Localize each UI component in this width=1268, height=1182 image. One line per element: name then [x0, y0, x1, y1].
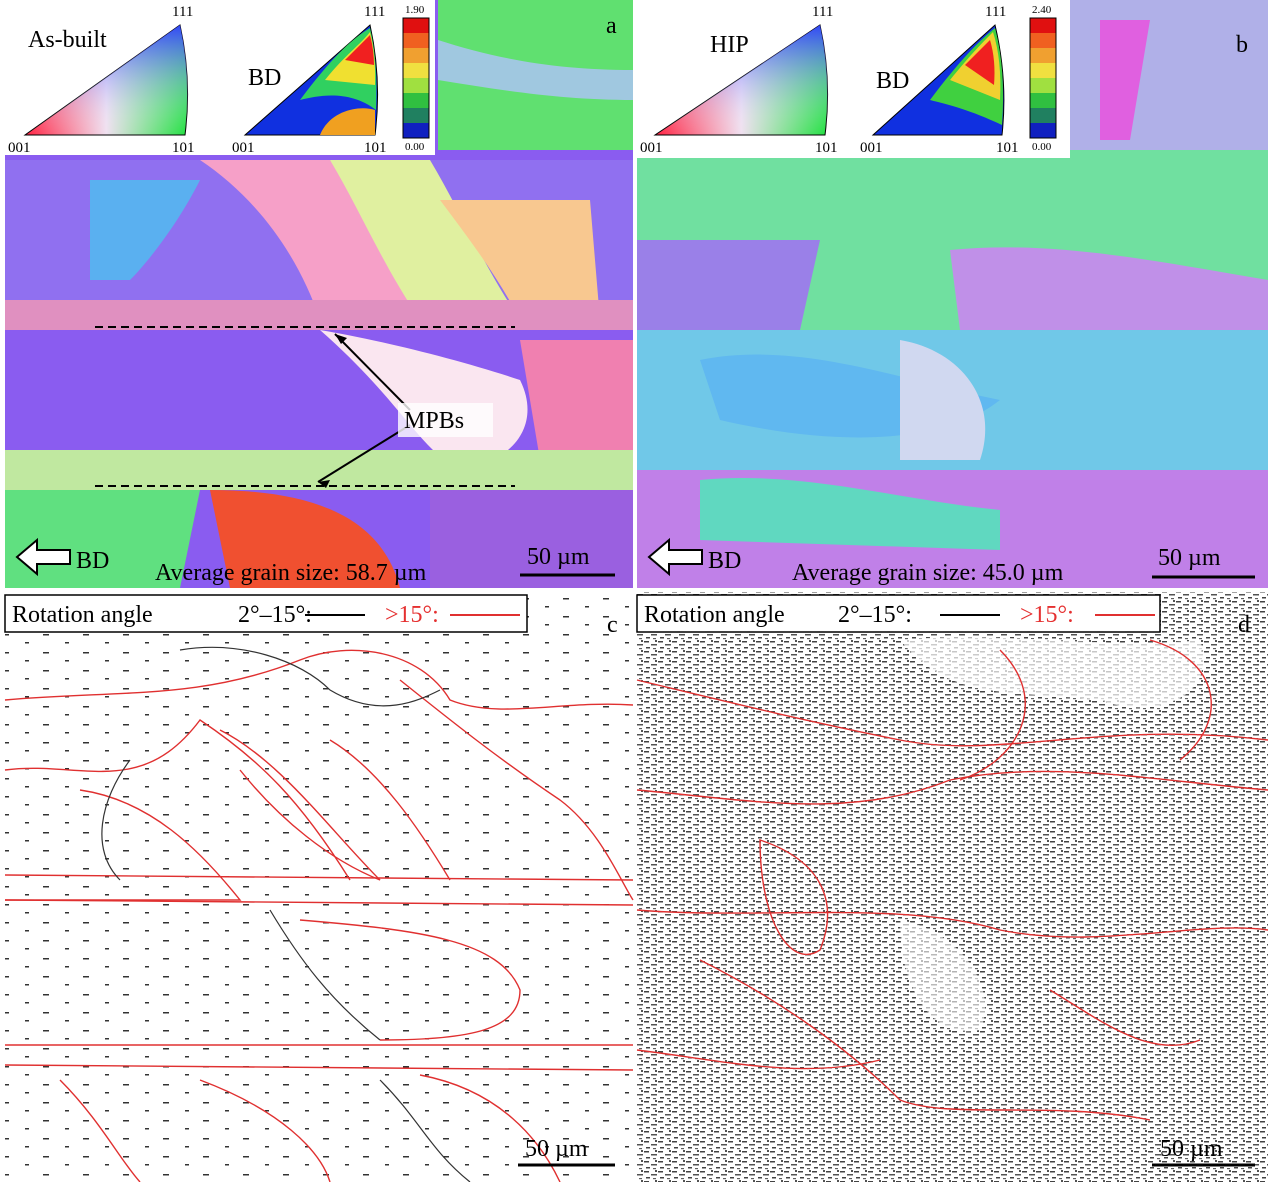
ipf-corner: 001 [640, 140, 663, 156]
scale-bar-label: 50 µm [1158, 545, 1221, 571]
boundary-map-d [636, 592, 1268, 1182]
scale-max: 1.90 [405, 4, 425, 16]
legend-title: Rotation angle [12, 602, 153, 628]
color-bar-b [1029, 17, 1057, 139]
arrow-label: BD [708, 548, 741, 574]
panel-label: d [1238, 612, 1250, 638]
legend-high: >15°: [1020, 602, 1074, 628]
scale-bar-label: 50 µm [1160, 1136, 1223, 1162]
scale-bar-label: 50 µm [525, 1136, 588, 1162]
boundary-map-c [4, 592, 634, 1182]
pole-corner: 101 [996, 140, 1019, 156]
ipf-corner: 101 [172, 140, 195, 156]
legend-low: 2°–15°: [238, 602, 312, 628]
scale-bar-label: 50 µm [527, 544, 590, 570]
pole-corner: 001 [860, 140, 883, 156]
scale-min: 0.00 [1032, 141, 1052, 153]
ipf-title: HIP [710, 32, 749, 58]
legends-ab [23, 17, 1057, 139]
legend-low: 2°–15°: [838, 602, 912, 628]
legend-title: Rotation angle [644, 602, 785, 628]
ipf-title: As-built [28, 27, 107, 53]
pole-direction: BD [876, 68, 909, 94]
panel-label: b [1236, 32, 1248, 58]
pole-corner: 111 [364, 4, 385, 20]
legend-high: >15°: [385, 602, 439, 628]
arrow-label: BD [76, 548, 109, 574]
pole-corner: 111 [985, 4, 1006, 20]
panel-label: c [607, 612, 618, 638]
pole-direction: BD [248, 65, 281, 91]
color-bar-a [402, 17, 430, 139]
ipf-corner: 111 [812, 4, 833, 20]
grain-size: Average grain size: 45.0 µm [792, 560, 1064, 586]
ipf-corner: 101 [815, 140, 838, 156]
panel-label: a [606, 13, 617, 39]
annotation: MPBs [404, 408, 464, 434]
scale-min: 0.00 [405, 141, 425, 153]
ipf-corner: 001 [8, 140, 31, 156]
scale-max: 2.40 [1032, 4, 1052, 16]
ipf-corner: 111 [172, 4, 193, 20]
grain-size: Average grain size: 58.7 µm [155, 560, 427, 586]
pole-corner: 101 [364, 140, 387, 156]
pole-corner: 001 [232, 140, 255, 156]
